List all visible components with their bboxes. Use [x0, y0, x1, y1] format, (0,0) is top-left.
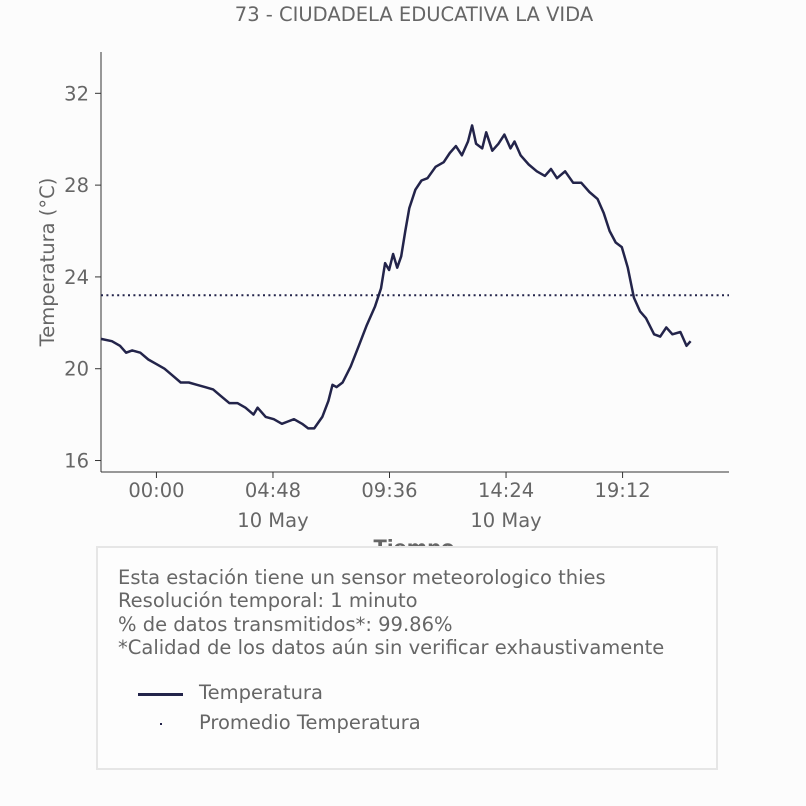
info-text-block: Esta estación tiene un sensor meteorolog… — [118, 566, 664, 659]
legend-line-swatch — [138, 693, 183, 696]
y-tick-label: 20 — [64, 358, 89, 381]
chart-title: 73 - CIUDADELA EDUCATIVA LA VIDA — [235, 3, 594, 26]
y-axis-label: Temperatura (°C) — [36, 178, 59, 348]
x-tick-label: 14:24 — [478, 479, 534, 502]
x-tick-date-label: 10 May — [237, 509, 308, 532]
y-tick-label: 16 — [64, 450, 89, 473]
x-tick-label: 00:00 — [128, 479, 184, 502]
info-resolution-line: Resolución temporal: 1 minuto — [118, 589, 418, 613]
legend-dot-swatch — [160, 723, 162, 725]
legend-label-promedio: Promedio Temperatura — [199, 711, 421, 734]
y-tick-label: 24 — [64, 266, 89, 289]
x-tick-label: 09:36 — [361, 479, 417, 502]
temperature-series-layer — [100, 124, 692, 430]
info-panel: Esta estación tiene un sensor meteorolog… — [96, 546, 718, 770]
info-transmitted-line: % de datos transmitidos*: 99.86% — [118, 612, 453, 636]
legend-label-temperatura: Temperatura — [199, 681, 323, 704]
y-tick-label: 28 — [64, 174, 89, 197]
temperature-series-line — [100, 124, 692, 430]
info-sensor-line: Esta estación tiene un sensor meteorolog… — [118, 566, 606, 589]
x-tick-date-label: 10 May — [470, 509, 541, 532]
x-tick-label: 04:48 — [245, 479, 301, 502]
x-tick-label: 19:12 — [594, 479, 650, 502]
y-tick-label: 32 — [64, 82, 89, 105]
info-quality-note-line: *Calidad de los datos aún sin verificar … — [118, 635, 665, 659]
chart-axes: 16 20 24 28 32 00:00 04:48 10 May 09:36 14:24 10 M… — [64, 52, 729, 532]
